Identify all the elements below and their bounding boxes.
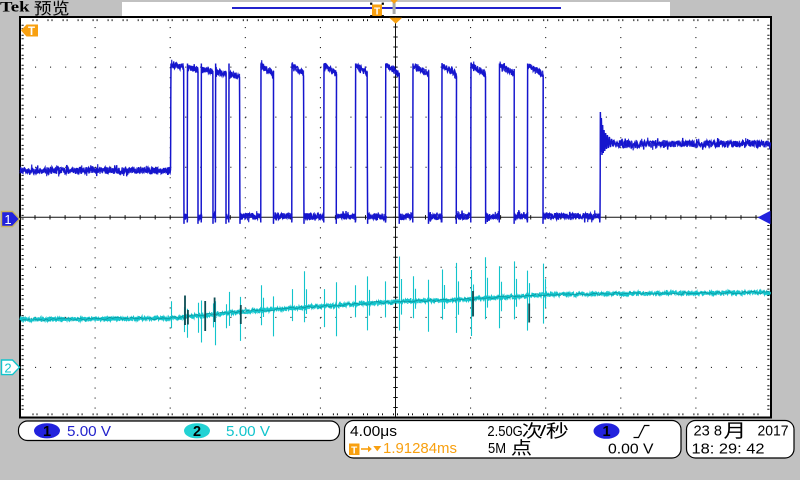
svg-text:1: 1 [4,212,11,227]
svg-text:2017: 2017 [758,423,789,439]
svg-text:4.00μs: 4.00μs [350,424,397,440]
svg-text:18: 29: 42: 18: 29: 42 [692,442,765,458]
svg-text:1.91284ms: 1.91284ms [383,441,457,457]
svg-text:23 8: 23 8 [694,423,723,439]
svg-text:Tek: Tek [0,0,30,16]
svg-text:T: T [374,7,380,18]
svg-text:T: T [28,26,35,38]
svg-text:2.50G: 2.50G [487,424,522,440]
svg-text:T: T [351,445,357,456]
svg-text:0.00 V: 0.00 V [608,442,654,458]
svg-text:2: 2 [193,424,201,440]
svg-text:5.00 V: 5.00 V [226,424,270,440]
svg-text:5.00 V: 5.00 V [67,424,111,440]
svg-text:1: 1 [43,424,51,440]
svg-text:/: / [540,424,548,440]
svg-text:1: 1 [602,424,610,440]
svg-text:2: 2 [4,360,11,375]
svg-text:5M: 5M [488,441,506,457]
